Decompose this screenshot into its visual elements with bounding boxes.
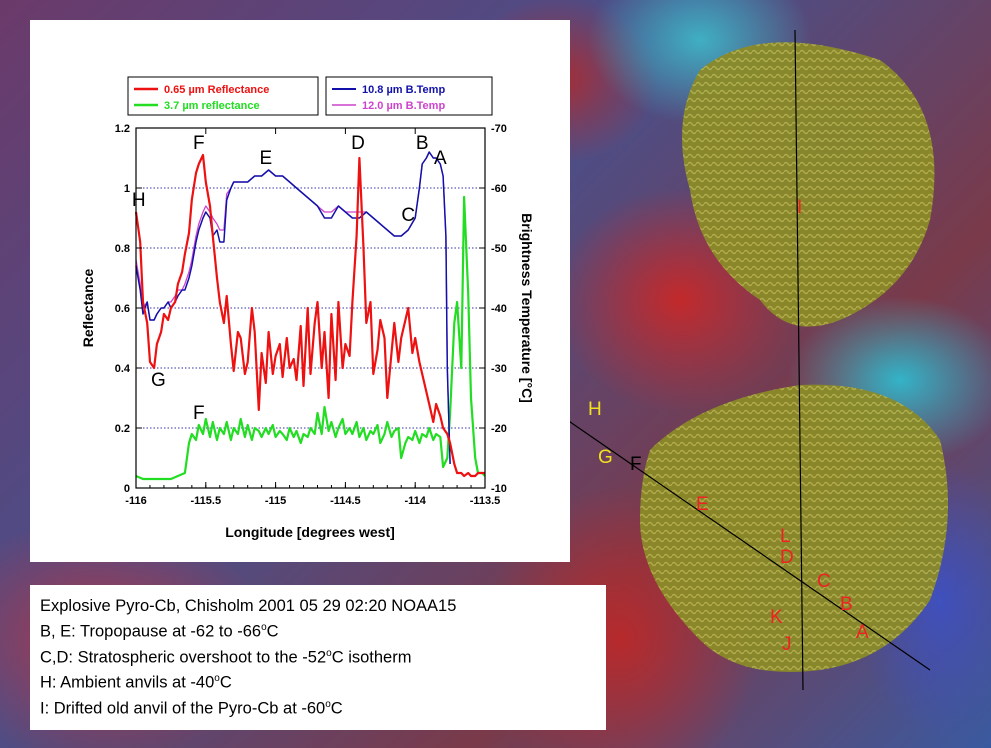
series-line-1 xyxy=(135,195,486,481)
image-label-j: J xyxy=(782,634,792,655)
image-label-c: C xyxy=(817,571,831,592)
x-tick-label-5: -113.5 xyxy=(470,495,501,507)
y2-tick-label-6: -70 xyxy=(491,123,507,135)
legend-label-1: 3.7 µm reflectance xyxy=(164,100,260,112)
line-chart: 0.65 µm Reflectance 3.7 µm reflectance 1… xyxy=(80,76,535,540)
y-tick-label-1: 0.2 xyxy=(115,423,130,435)
image-label-f: F xyxy=(630,454,642,475)
upper-anvil-cloud xyxy=(682,42,935,327)
legend-label-0: 0.65 µm Reflectance xyxy=(164,84,269,96)
annotation-3: E xyxy=(259,148,272,169)
axis-ticks: -116 -115.5 -115 -114.5 -114 -113.5 0 0.2 0.4 0.6… xyxy=(115,123,507,507)
x-tick-label-0: -116 xyxy=(125,495,146,507)
plot-frame xyxy=(135,127,486,489)
x-tick-label-1: -115.5 xyxy=(191,495,222,507)
annotation-1: G xyxy=(151,370,166,391)
chart-panel: 0.65 µm Reflectance 3.7 µm reflectance 1… xyxy=(30,20,570,562)
y-tick-label-3: 0.6 xyxy=(115,303,130,315)
caption-line-1: Explosive Pyro-Cb, Chisholm 2001 05 29 0… xyxy=(40,597,457,615)
image-label-k: K xyxy=(770,607,783,628)
y-tick-label-0: 0 xyxy=(124,483,130,495)
y-tick-label-4: 0.8 xyxy=(115,243,130,255)
transect-line-diagonal xyxy=(559,414,931,671)
chart-annotations: H G F E D BA C F xyxy=(132,133,447,424)
legend: 0.65 µm Reflectance 3.7 µm reflectance 1… xyxy=(127,76,493,116)
annotation-0: H xyxy=(132,190,146,211)
y2-tick-label-2: -30 xyxy=(491,363,507,375)
caption-line-4: H: Ambient anvils at -40oC xyxy=(40,673,232,692)
y2-axis-title: Brightness Temperature [°C] xyxy=(519,213,535,403)
y2-tick-label-3: -40 xyxy=(491,303,507,315)
annotation-7: C xyxy=(401,205,415,226)
caption-box: Explosive Pyro-Cb, Chisholm 2001 05 29 0… xyxy=(30,585,606,730)
x-tick-label-3: -114.5 xyxy=(330,495,361,507)
image-label-g: G xyxy=(598,447,613,468)
image-label-a: A xyxy=(856,622,869,643)
y2-tick-label-4: -50 xyxy=(491,243,507,255)
legend-label-2: 10.8 µm B.Temp xyxy=(362,84,445,96)
series-layer xyxy=(134,151,486,481)
annotation-2: F xyxy=(193,133,205,154)
y-axis-title: Reflectance xyxy=(80,268,96,347)
y-tick-label-6: 1.2 xyxy=(115,123,130,135)
x-tick-label-4: -114 xyxy=(404,495,426,507)
x-axis-title: Longitude [degrees west] xyxy=(225,524,395,540)
x-tick-label-2: -115 xyxy=(265,495,286,507)
lower-anvil-cloud xyxy=(640,384,948,672)
caption-line-5: I: Drifted old anvil of the Pyro-Cb at -… xyxy=(40,698,343,718)
image-label-b: B xyxy=(840,594,853,615)
image-label-e: E xyxy=(696,494,709,515)
image-label-d: D xyxy=(780,547,794,568)
caption-line-2: B, E: Tropopause at -62 to -66oC xyxy=(40,622,279,641)
y2-tick-label-1: -20 xyxy=(491,423,507,435)
transect-line-vertical xyxy=(794,29,804,691)
y2-tick-label-0: -10 xyxy=(491,483,507,495)
image-label-i: I xyxy=(797,197,802,218)
legend-label-3: 12.0 µm B.Temp xyxy=(362,100,445,112)
gridlines xyxy=(136,187,485,429)
image-label-l: L xyxy=(780,526,791,547)
annotation-8: F xyxy=(193,403,205,424)
annotation-5: B xyxy=(416,133,429,154)
caption-line-3: C,D: Stratospheric overshoot to the -52o… xyxy=(40,647,412,667)
y2-tick-label-5: -60 xyxy=(491,183,507,195)
y-tick-label-2: 0.4 xyxy=(115,363,131,375)
y-tick-label-5: 1 xyxy=(124,183,130,195)
annotation-6: A xyxy=(434,148,447,169)
image-label-h: H xyxy=(588,399,602,420)
series-line-0 xyxy=(134,153,485,478)
annotation-4: D xyxy=(351,133,365,154)
